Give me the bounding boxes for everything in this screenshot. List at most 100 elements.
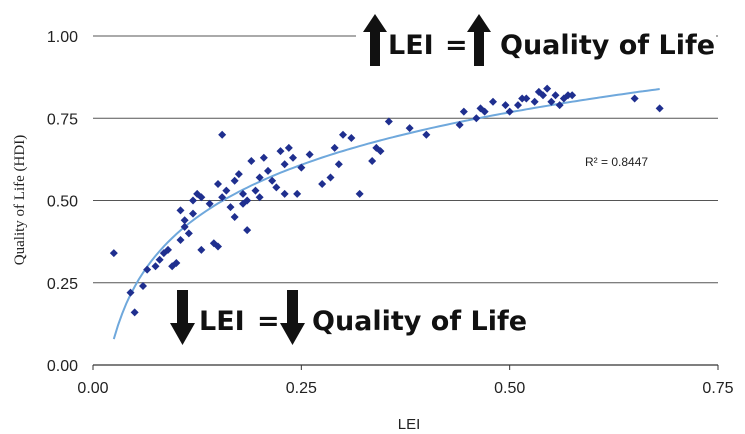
data-point	[222, 186, 231, 195]
data-point	[214, 242, 222, 251]
data-point	[197, 193, 206, 202]
data-point	[330, 143, 339, 152]
data-point	[530, 97, 539, 106]
data-point	[489, 97, 497, 106]
data-point	[568, 91, 577, 100]
data-point	[405, 124, 414, 133]
data-point	[139, 282, 147, 291]
data-point	[505, 107, 514, 116]
data-point	[318, 180, 327, 189]
data-point	[472, 114, 481, 123]
annotation-bg	[168, 286, 528, 348]
annotation-top-equals: =	[445, 30, 468, 61]
data-point	[655, 104, 664, 113]
data-point	[326, 173, 335, 182]
data-point	[243, 226, 252, 235]
r-squared-label: R² = 0.8447	[585, 155, 648, 169]
data-point	[384, 117, 393, 126]
data-point	[547, 97, 556, 106]
data-point	[180, 216, 189, 225]
data-point	[109, 249, 118, 258]
data-point	[126, 288, 135, 297]
annotation-higher-lei: LEI = Quality of Life	[356, 12, 716, 72]
annotation-top-lei: LEI	[388, 30, 434, 61]
data-point	[214, 180, 222, 189]
data-point	[514, 101, 522, 110]
y-axis-title: Quality of Life (HDI)	[12, 135, 28, 265]
arrow-down-icon	[170, 290, 195, 345]
data-point	[176, 235, 185, 244]
arrow-down-icon	[280, 290, 305, 345]
data-point	[239, 189, 247, 198]
annotation-bottom-lei: LEI	[199, 306, 245, 337]
data-point	[180, 222, 189, 231]
data-point	[164, 245, 172, 254]
data-point	[334, 160, 343, 169]
y-tick-label: 0.75	[47, 111, 78, 128]
data-point	[184, 229, 193, 238]
data-point	[422, 130, 431, 139]
data-point	[255, 173, 264, 182]
data-point	[551, 91, 560, 100]
data-point	[543, 84, 552, 93]
data-point	[289, 153, 297, 162]
trendline-curve	[112, 88, 660, 340]
data-point	[189, 196, 197, 205]
arrow-up-icon	[363, 14, 387, 66]
axes: 0.00 0.25 0.50 0.75 1.00 0.00 0.25 0.50 0.75	[47, 29, 734, 397]
data-point	[284, 143, 293, 152]
data-point	[564, 91, 572, 100]
data-point	[480, 107, 489, 116]
data-point	[518, 94, 527, 103]
data-point	[259, 153, 268, 162]
data-point	[205, 199, 214, 208]
data-point	[368, 157, 377, 166]
data-point	[630, 94, 639, 103]
data-point	[555, 101, 564, 110]
x-tick-label: 0.50	[494, 380, 525, 397]
data-point	[230, 176, 239, 185]
annotation-top-quality: Quality of Life	[500, 30, 715, 61]
data-point	[243, 196, 252, 205]
data-point	[293, 189, 302, 198]
data-point	[305, 150, 314, 159]
data-point	[268, 176, 277, 185]
y-tick-label: 0.00	[47, 358, 78, 375]
data-point	[339, 130, 347, 139]
data-point	[247, 157, 256, 166]
data-point	[376, 147, 385, 156]
data-point	[347, 133, 356, 142]
data-point	[272, 183, 281, 192]
data-point	[197, 245, 206, 254]
trendline	[112, 88, 660, 340]
data-point	[255, 193, 264, 202]
data-point	[522, 94, 531, 103]
data-point	[234, 170, 243, 179]
y-tick-label: 0.50	[47, 194, 78, 211]
annotation-lower-lei: LEI = Quality of Life	[168, 286, 528, 348]
x-tick-label: 0.75	[702, 380, 733, 397]
data-point	[251, 186, 260, 195]
data-point	[143, 265, 152, 274]
data-point	[218, 193, 227, 202]
x-tick-label: 0.00	[77, 380, 108, 397]
y-tick-label: 0.25	[47, 276, 78, 293]
data-point	[459, 107, 468, 116]
data-points	[109, 84, 664, 317]
data-point	[151, 262, 160, 271]
arrow-up-icon	[467, 14, 491, 66]
data-point	[280, 160, 289, 169]
data-point	[226, 203, 235, 212]
data-point	[230, 212, 239, 221]
data-point	[280, 189, 289, 198]
data-point	[218, 130, 227, 139]
data-point	[130, 308, 139, 317]
data-point	[189, 209, 197, 218]
annotation-bottom-equals: =	[257, 306, 280, 337]
annotation-bg	[356, 12, 716, 72]
data-point	[155, 255, 164, 264]
data-point	[276, 147, 285, 156]
x-axis-title: LEI	[398, 416, 421, 433]
x-tick-label: 0.25	[286, 380, 317, 397]
